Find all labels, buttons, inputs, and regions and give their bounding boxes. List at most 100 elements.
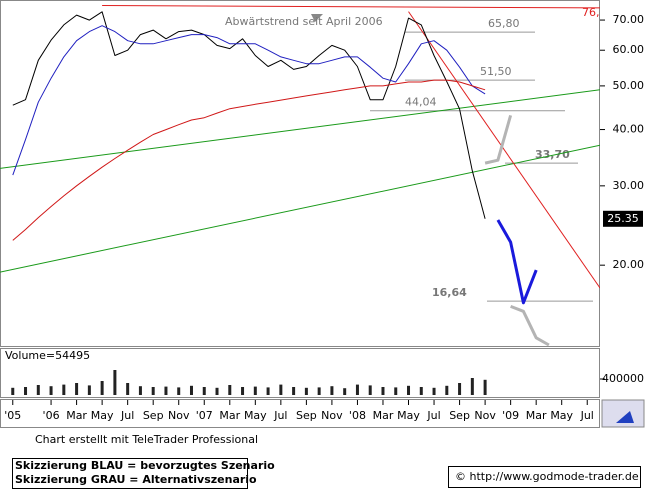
scenario [496, 219, 538, 305]
volume-bar [36, 385, 40, 395]
volume-bar [266, 387, 270, 395]
x-tick-label: Mar [66, 409, 87, 422]
volume-bar [343, 388, 347, 395]
x-tick-label: Jul [426, 409, 440, 422]
x-tick-label: '05 [4, 409, 21, 422]
copyright-box [448, 466, 641, 488]
plot: 65,80 51,50 44,04 33,70 16,64 Abwärtstrend se… [0, 5, 607, 347]
y-tick-label: 40.00 [613, 123, 645, 136]
volume-bar [241, 387, 245, 395]
x-tick-label: May [244, 409, 267, 422]
volume-bar [317, 387, 321, 395]
y-tick-label: 20.00 [613, 258, 645, 271]
x-tick-label: Nov [321, 409, 343, 422]
price-line [12, 11, 486, 219]
x-tick-label: '07 [196, 409, 213, 422]
volume-bar [445, 385, 449, 395]
x-tick-label: '06 [43, 409, 60, 422]
trendline [408, 11, 600, 289]
volume-bar [138, 386, 142, 395]
price-panel [0, 0, 600, 347]
copyright: © http://www.godmode-trader.de [455, 470, 639, 483]
x-tick-label: Jul [273, 409, 287, 422]
x-tick-label: Jul [580, 409, 594, 422]
volume-bar [330, 386, 334, 395]
x-tick-label: May [91, 409, 114, 422]
volume-bar [381, 387, 385, 395]
volume-bar [458, 383, 462, 395]
nav-icon [616, 411, 634, 423]
trendline [102, 5, 600, 9]
y-tick-label: 30.00 [613, 179, 645, 192]
volume-bar [75, 383, 79, 395]
volume-bar [279, 384, 283, 395]
x-tick-label: Nov [474, 409, 496, 422]
volume-bar [189, 385, 193, 395]
volume-bar [394, 387, 398, 395]
volume-bar [304, 387, 308, 395]
volume-bar [470, 378, 474, 395]
volume-bar [177, 387, 181, 395]
volume-bar [253, 386, 257, 395]
level-label: 44,04 [405, 96, 437, 109]
volume-bar [11, 387, 15, 395]
x-tick-label: Mar [219, 409, 240, 422]
credit: Chart erstellt mit TeleTrader Profession… [35, 433, 258, 446]
volume-bar [62, 384, 66, 395]
volume-bar [432, 387, 436, 395]
x-tick-label: Nov [168, 409, 190, 422]
x-tick-label: '09 [502, 409, 519, 422]
time-axis [0, 399, 600, 428]
volume-bar [355, 384, 359, 395]
volume-bar [100, 381, 104, 395]
volume-bar [419, 387, 423, 395]
trendline [0, 144, 600, 273]
x-tick-label: Sep [449, 409, 470, 422]
volume-bar [164, 386, 168, 395]
legend-line: Skizzierung GRAU = Alternativszenario [15, 473, 257, 486]
volume-bar [407, 385, 411, 395]
volume-bar [368, 385, 372, 395]
trendline [0, 89, 600, 169]
level-label: 65,80 [488, 17, 520, 30]
volume-tick-label: 400000 [602, 372, 644, 385]
volume-bar [215, 387, 219, 395]
annotation: Abwärtstrend seit April 2006 [225, 15, 383, 28]
x-tick-label: Sep [296, 409, 317, 422]
volume-bar [113, 370, 117, 395]
legend-line: Skizzierung BLAU = bevorzugtes Szenario [15, 459, 275, 472]
volume-bar [228, 385, 232, 395]
x-tick-label: '08 [349, 409, 366, 422]
volume-bar [49, 386, 53, 395]
annotation-marker [311, 14, 323, 22]
moving-average [12, 79, 486, 241]
legend-box [12, 458, 248, 489]
volume-bar [292, 387, 296, 395]
scenario [484, 114, 513, 165]
volume-bar [126, 383, 130, 395]
volume-bar [483, 379, 487, 395]
level-label: 16,64 [432, 286, 467, 299]
scenario [510, 304, 550, 347]
moving-average [12, 25, 486, 176]
y-tick-label: 70.00 [613, 13, 645, 26]
x-tick-label: May [550, 409, 573, 422]
volume-bar [151, 387, 155, 395]
annotation: 76,0 [582, 6, 607, 19]
level-label: 33,70 [535, 148, 570, 161]
last-price-box [603, 210, 643, 227]
x-tick-label: Sep [143, 409, 164, 422]
x-tick-label: Jul [120, 409, 134, 422]
volume-bar [24, 387, 28, 395]
y-tick-label: 50.00 [613, 79, 645, 92]
last-price-label: 25.35 [607, 212, 639, 225]
x-tick-label: Mar [526, 409, 547, 422]
volume-bar [202, 387, 206, 395]
volume-bar [87, 385, 91, 395]
x-tick-label: Mar [373, 409, 394, 422]
volume-label: Volume=54495 [5, 349, 90, 362]
x-tick-label: May [397, 409, 420, 422]
y-tick-label: 60.00 [613, 43, 645, 56]
